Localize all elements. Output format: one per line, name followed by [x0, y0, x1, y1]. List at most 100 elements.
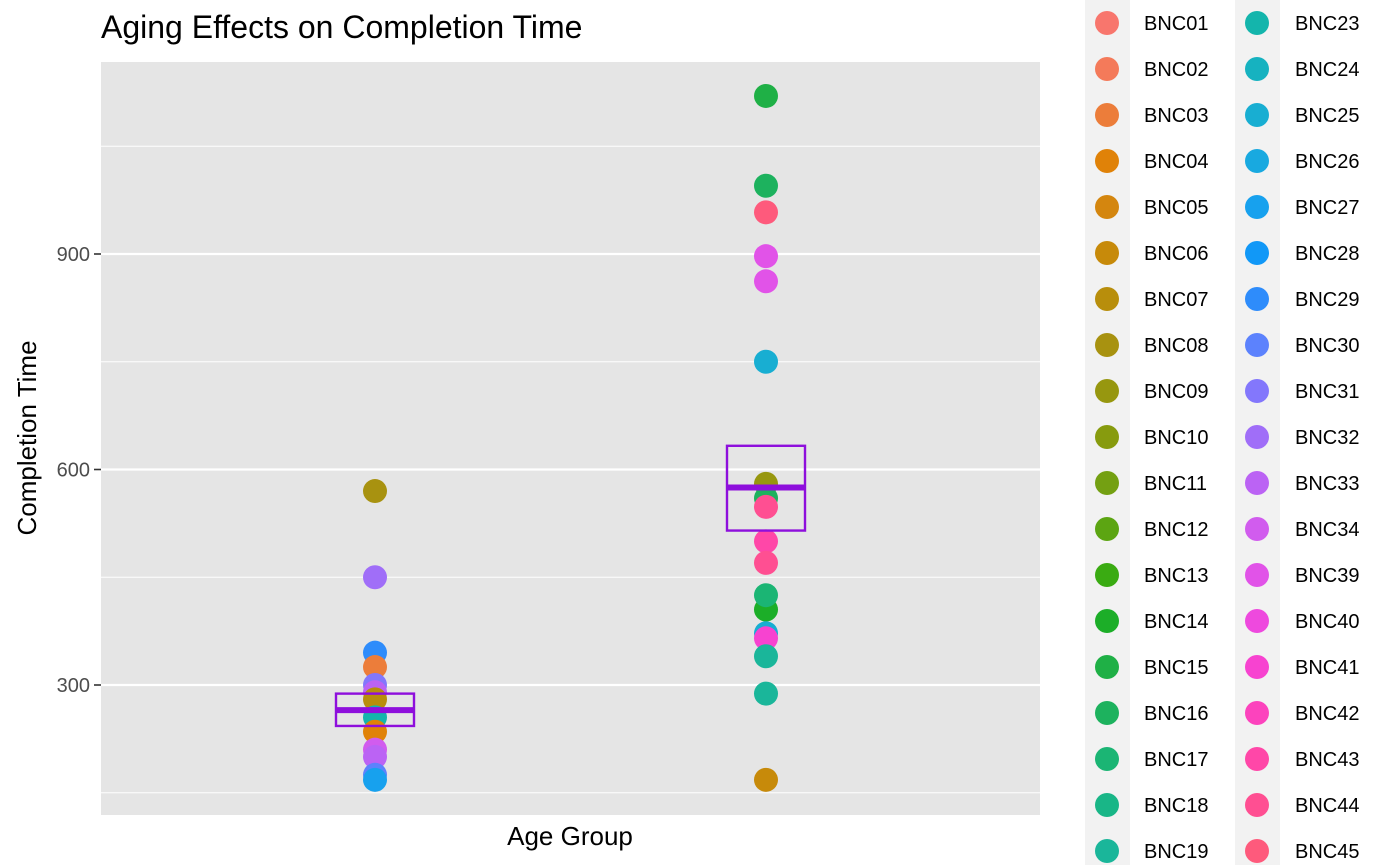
legend-key-bnc32 [1245, 425, 1269, 449]
data-point-bnc45 [754, 200, 778, 225]
legend-key-bnc19 [1095, 839, 1119, 863]
legend-label-bnc42: BNC42 [1295, 703, 1359, 725]
legend-label-bnc07: BNC07 [1144, 289, 1208, 311]
legend-label-bnc28: BNC28 [1295, 243, 1359, 265]
data-point-bnc33 [363, 744, 387, 769]
legend-label-bnc33: BNC33 [1295, 473, 1359, 495]
legend-key-bnc23 [1245, 11, 1269, 35]
y-tick-label: 600 [57, 460, 90, 482]
legend-key-bnc34 [1245, 517, 1269, 541]
legend-key-bnc33 [1245, 471, 1269, 495]
legend-label-bnc24: BNC24 [1295, 59, 1359, 81]
plot-panel [101, 62, 1040, 815]
legend-label-bnc31: BNC31 [1295, 381, 1359, 403]
legend-key-bnc13 [1095, 563, 1119, 587]
legend-key-bnc25 [1245, 103, 1269, 127]
data-points [363, 83, 778, 792]
legend-label-bnc25: BNC25 [1295, 105, 1359, 127]
legend-key-bnc15 [1095, 655, 1119, 679]
legend-label-bnc13: BNC13 [1144, 565, 1208, 587]
data-point-bnc39 [754, 244, 778, 269]
data-point-bnc08 [363, 479, 387, 504]
legend-label-bnc27: BNC27 [1295, 197, 1359, 219]
legend-key-bnc39 [1245, 563, 1269, 587]
data-point-bnc19 [754, 681, 778, 706]
legend-key-bnc05 [1095, 195, 1119, 219]
legend-label-bnc30: BNC30 [1295, 335, 1359, 357]
legend-key-bnc41 [1245, 655, 1269, 679]
legend-key-bnc07 [1095, 287, 1119, 311]
legend-label-bnc17: BNC17 [1144, 749, 1208, 771]
legend-label-bnc45: BNC45 [1295, 841, 1359, 863]
data-point-bnc32 [363, 565, 387, 590]
legend: BNC01 BNC02 BNC03 BNC04 BNC05 BNC06 BNC07 BNC08… [1085, 0, 1359, 865]
y-tick-label: 300 [57, 675, 90, 697]
legend-key-bnc40 [1245, 609, 1269, 633]
legend-label-bnc03: BNC03 [1144, 105, 1208, 127]
legend-key-bnc18 [1095, 793, 1119, 817]
legend-label-bnc09: BNC09 [1144, 381, 1208, 403]
legend-label-bnc04: BNC04 [1144, 151, 1208, 173]
data-point-bnc41 [754, 626, 778, 651]
legend-key-bnc14 [1095, 609, 1119, 633]
legend-key-bnc29 [1245, 287, 1269, 311]
legend-key-bnc01 [1095, 11, 1119, 35]
data-point-bnc43 [754, 529, 778, 554]
legend-key-bnc43 [1245, 747, 1269, 771]
data-point-bnc44 [754, 550, 778, 575]
data-point-bnc06 [754, 767, 778, 792]
gridlines [101, 145, 1040, 794]
legend-key-bnc06 [1095, 241, 1119, 265]
legend-key-bnc02 [1095, 57, 1119, 81]
legend-key-bnc12 [1095, 517, 1119, 541]
legend-label-bnc16: BNC16 [1144, 703, 1208, 725]
legend-label-bnc14: BNC14 [1144, 611, 1208, 633]
legend-key-bnc03 [1095, 103, 1119, 127]
legend-label-bnc23: BNC23 [1295, 13, 1359, 35]
legend-label-bnc12: BNC12 [1144, 519, 1208, 541]
legend-key-bnc17 [1095, 747, 1119, 771]
legend-label-bnc26: BNC26 [1295, 151, 1359, 173]
data-point-bnc03 [363, 655, 387, 680]
legend-key-bnc27 [1245, 195, 1269, 219]
legend-key-bnc11 [1095, 471, 1119, 495]
legend-label-bnc10: BNC10 [1144, 427, 1208, 449]
data-point-bnc39 [754, 269, 778, 294]
legend-label-bnc44: BNC44 [1295, 795, 1359, 817]
legend-key-bnc28 [1245, 241, 1269, 265]
legend-label-bnc02: BNC02 [1144, 59, 1208, 81]
data-point-bnc15 [754, 83, 778, 108]
legend-key-bnc16 [1095, 701, 1119, 725]
legend-label-bnc40: BNC40 [1295, 611, 1359, 633]
y-axis-title: Completion Time [12, 340, 42, 535]
legend-label-bnc18: BNC18 [1144, 795, 1208, 817]
legend-label-bnc39: BNC39 [1295, 565, 1359, 587]
legend-label-bnc01: BNC01 [1144, 13, 1208, 35]
chart-title: Aging Effects on Completion Time [101, 9, 582, 45]
legend-label-bnc29: BNC29 [1295, 289, 1359, 311]
legend-key-bnc44 [1245, 793, 1269, 817]
legend-label-bnc32: BNC32 [1295, 427, 1359, 449]
legend-label-bnc08: BNC08 [1144, 335, 1208, 357]
legend-key-bnc08 [1095, 333, 1119, 357]
legend-label-bnc43: BNC43 [1295, 749, 1359, 771]
legend-label-bnc06: BNC06 [1144, 243, 1208, 265]
x-axis-title: Age Group [507, 821, 633, 851]
legend-label-bnc11: BNC11 [1144, 473, 1207, 495]
data-point-bnc27 [363, 767, 387, 792]
legend-key-bnc26 [1245, 149, 1269, 173]
data-point-bnc17 [754, 583, 778, 608]
data-point-bnc16 [754, 173, 778, 198]
legend-key-bnc24 [1245, 57, 1269, 81]
data-point-bnc25 [754, 349, 778, 374]
legend-key-bnc42 [1245, 701, 1269, 725]
data-point-bnc19 [754, 644, 778, 669]
y-axis: 300 600 900 [57, 244, 101, 697]
legend-key-bnc45 [1245, 839, 1269, 863]
y-tick-label: 900 [57, 244, 90, 266]
legend-label-bnc05: BNC05 [1144, 197, 1208, 219]
data-point-bnc44 [754, 494, 778, 519]
legend-label-bnc41: BNC41 [1295, 657, 1359, 679]
legend-label-bnc19: BNC19 [1144, 841, 1208, 863]
